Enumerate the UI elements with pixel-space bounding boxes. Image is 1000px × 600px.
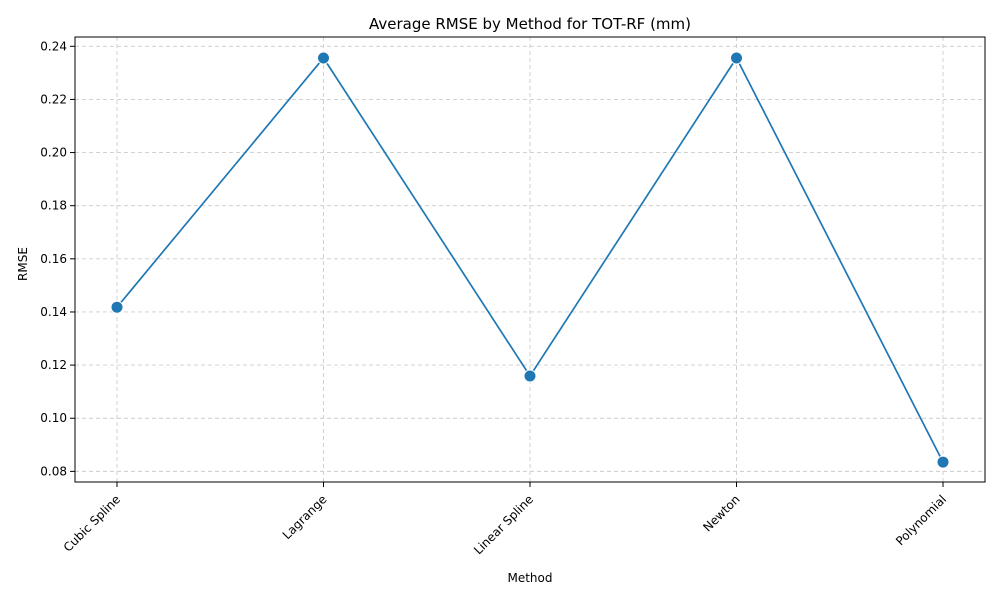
- y-axis-label: RMSE: [16, 247, 30, 281]
- data-point: [936, 455, 950, 469]
- data-point: [730, 51, 743, 65]
- data-point: [317, 51, 330, 65]
- x-tick-label: Lagrange: [280, 492, 330, 542]
- x-axis-label: Method: [507, 571, 552, 585]
- plot-frame: [74, 36, 986, 483]
- y-tick-label: 0.08: [40, 464, 67, 478]
- y-tick-label: 0.10: [40, 411, 67, 425]
- y-tick-label: 0.24: [40, 39, 67, 53]
- y-tick-label: 0.14: [40, 305, 67, 319]
- y-tick-label: 0.18: [40, 199, 67, 213]
- y-tick-label: 0.16: [40, 252, 67, 266]
- y-tick-label: 0.20: [40, 146, 67, 160]
- data-point: [523, 369, 537, 383]
- x-tick-label: Cubic Spline: [61, 492, 123, 554]
- x-tick-label: Polynomial: [893, 492, 949, 548]
- y-tick-label: 0.12: [40, 358, 67, 372]
- axes: Cubic Spline Lagrange Linear Spline Newton P…: [40, 36, 986, 557]
- y-tick-label: 0.22: [40, 92, 67, 106]
- chart-title: Average RMSE by Method for TOT-RF (mm): [369, 15, 691, 33]
- series-layer: [110, 51, 950, 469]
- grid: [75, 37, 985, 482]
- x-tick-label: Linear Spline: [471, 492, 536, 557]
- data-point: [110, 300, 124, 314]
- x-tick-label: Newton: [700, 492, 742, 534]
